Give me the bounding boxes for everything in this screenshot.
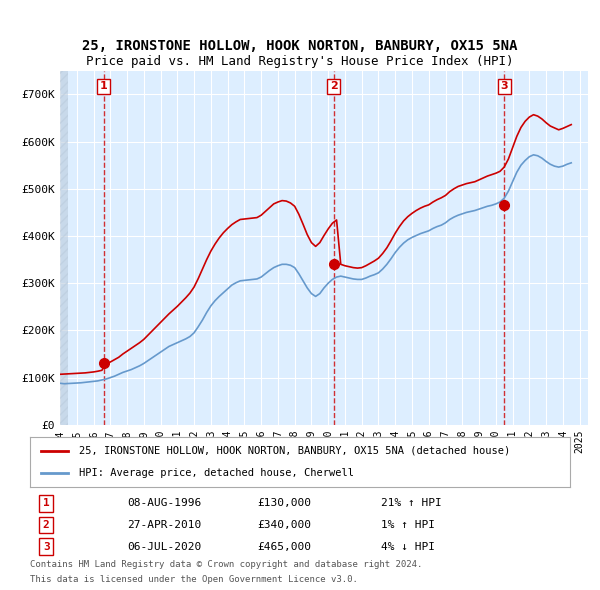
Text: 27-APR-2010: 27-APR-2010: [127, 520, 202, 530]
Text: 25, IRONSTONE HOLLOW, HOOK NORTON, BANBURY, OX15 5NA: 25, IRONSTONE HOLLOW, HOOK NORTON, BANBU…: [82, 39, 518, 53]
Text: 2: 2: [43, 520, 50, 530]
Text: 1: 1: [43, 499, 50, 508]
Text: £130,000: £130,000: [257, 499, 311, 508]
Text: 3: 3: [43, 542, 50, 552]
Text: 06-JUL-2020: 06-JUL-2020: [127, 542, 202, 552]
Text: 08-AUG-1996: 08-AUG-1996: [127, 499, 202, 508]
Text: £465,000: £465,000: [257, 542, 311, 552]
Text: Contains HM Land Registry data © Crown copyright and database right 2024.: Contains HM Land Registry data © Crown c…: [30, 560, 422, 569]
Text: 2: 2: [329, 81, 337, 91]
Text: 21% ↑ HPI: 21% ↑ HPI: [381, 499, 442, 508]
Text: 1% ↑ HPI: 1% ↑ HPI: [381, 520, 435, 530]
Text: HPI: Average price, detached house, Cherwell: HPI: Average price, detached house, Cher…: [79, 468, 353, 478]
Text: 25, IRONSTONE HOLLOW, HOOK NORTON, BANBURY, OX15 5NA (detached house): 25, IRONSTONE HOLLOW, HOOK NORTON, BANBU…: [79, 445, 510, 455]
Text: This data is licensed under the Open Government Licence v3.0.: This data is licensed under the Open Gov…: [30, 575, 358, 584]
Text: 1: 1: [100, 81, 107, 91]
Text: 4% ↓ HPI: 4% ↓ HPI: [381, 542, 435, 552]
Text: Price paid vs. HM Land Registry's House Price Index (HPI): Price paid vs. HM Land Registry's House …: [86, 55, 514, 68]
Text: 3: 3: [500, 81, 508, 91]
Bar: [60, 71, 68, 425]
Text: £340,000: £340,000: [257, 520, 311, 530]
